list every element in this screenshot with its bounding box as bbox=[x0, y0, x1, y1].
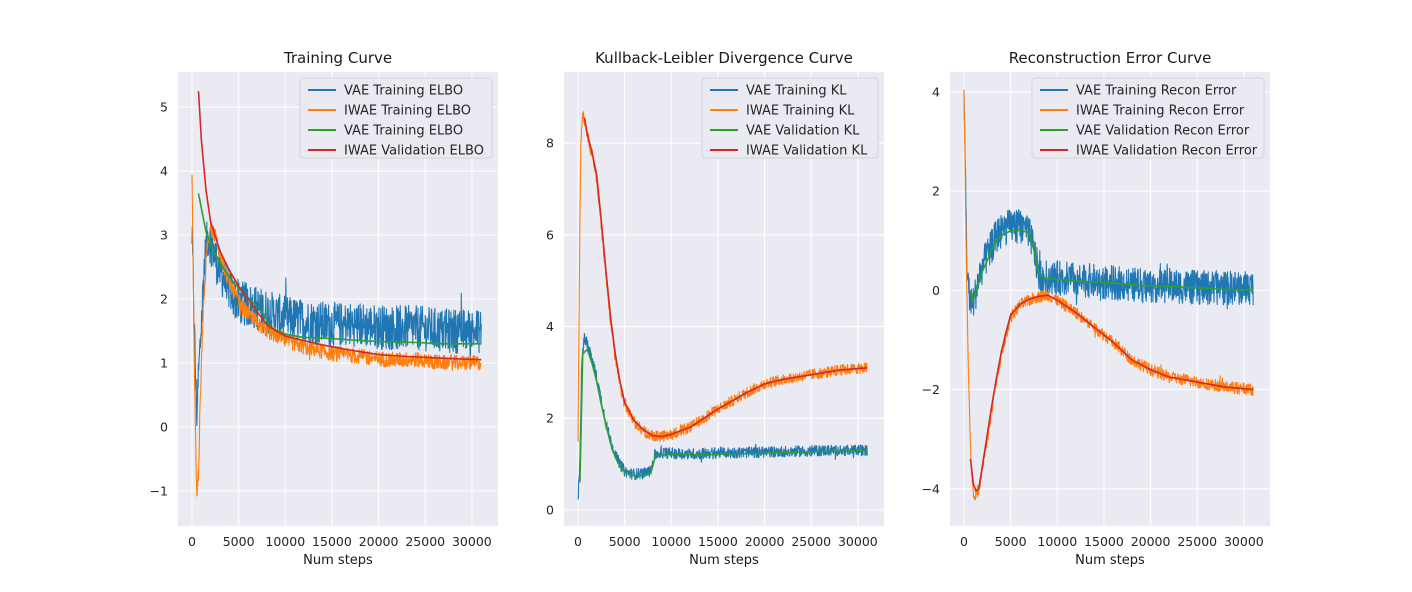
series-line-4 bbox=[583, 117, 868, 438]
y-tick-label: 2 bbox=[932, 184, 940, 199]
x-tick-label: 25000 bbox=[791, 534, 831, 549]
y-tick-label: 2 bbox=[160, 292, 168, 307]
x-tick-label: 5000 bbox=[223, 534, 255, 549]
y-tick-label: 6 bbox=[546, 227, 554, 242]
series-line-3 bbox=[969, 229, 1254, 302]
plot-area bbox=[963, 89, 1254, 501]
y-tick-label: −4 bbox=[922, 481, 940, 496]
x-tick-label: 0 bbox=[574, 534, 582, 549]
x-tick-label: 5000 bbox=[609, 534, 641, 549]
y-tick-label: 4 bbox=[932, 84, 940, 99]
x-axis-label: Num steps bbox=[1075, 553, 1145, 568]
x-tick-label: 15000 bbox=[1084, 534, 1124, 549]
legend-label: IWAE Training KL bbox=[746, 104, 855, 119]
x-tick-label: 25000 bbox=[1177, 534, 1217, 549]
y-tick-label: 5 bbox=[160, 100, 168, 115]
legend: VAE Training ELBO IWAE Training ELBO VAE T… bbox=[299, 77, 493, 159]
legend-label: VAE Training KL bbox=[746, 84, 847, 99]
plot-area bbox=[577, 111, 868, 500]
y-tick-label: −2 bbox=[922, 382, 940, 397]
legend: VAE Training KL IWAE Training KL VAE Valid… bbox=[701, 77, 879, 159]
x-tick-label: 30000 bbox=[452, 534, 492, 549]
series-line-3 bbox=[197, 193, 482, 345]
plot-area bbox=[191, 91, 482, 497]
legend-label: VAE Validation Recon Error bbox=[1076, 124, 1250, 139]
series-line-1 bbox=[963, 90, 1254, 316]
series-line-1 bbox=[191, 221, 482, 427]
chart-panel-2: 0 5000 10000 15000 20000 25000 30000 −4 −2 0 2 4 Rec… bbox=[922, 49, 1270, 568]
legend-label: VAE Training Recon Error bbox=[1076, 84, 1237, 99]
legend-label: IWAE Validation Recon Error bbox=[1076, 144, 1258, 159]
series-line-4 bbox=[197, 91, 482, 361]
y-tick-label: 3 bbox=[160, 228, 168, 243]
x-tick-label: 20000 bbox=[1131, 534, 1171, 549]
chart-title: Kullback-Leibler Divergence Curve bbox=[595, 49, 853, 67]
x-tick-label: 10000 bbox=[1037, 534, 1077, 549]
x-axis-label: Num steps bbox=[303, 553, 373, 568]
x-tick-label: 0 bbox=[188, 534, 196, 549]
y-tick-label: 4 bbox=[160, 164, 168, 179]
y-tick-label: 0 bbox=[932, 283, 940, 298]
legend-label: VAE Validation KL bbox=[746, 124, 860, 139]
y-tick-label: 0 bbox=[160, 419, 168, 434]
x-tick-label: 30000 bbox=[838, 534, 878, 549]
chart-title: Reconstruction Error Curve bbox=[1009, 49, 1212, 67]
x-tick-label: 15000 bbox=[312, 534, 352, 549]
x-tick-label: 10000 bbox=[265, 534, 305, 549]
x-tick-label: 30000 bbox=[1224, 534, 1264, 549]
x-tick-label: 5000 bbox=[995, 534, 1027, 549]
legend-frame bbox=[299, 77, 493, 159]
x-tick-label: 25000 bbox=[405, 534, 445, 549]
legend-label: IWAE Validation ELBO bbox=[344, 144, 484, 159]
y-tick-label: 8 bbox=[546, 136, 554, 151]
series-line-2 bbox=[191, 174, 482, 497]
legend-frame bbox=[1031, 77, 1265, 159]
legend-label: IWAE Training Recon Error bbox=[1076, 104, 1245, 119]
legend-label: VAE Training ELBO bbox=[344, 124, 463, 139]
x-tick-label: 20000 bbox=[359, 534, 399, 549]
series-line-4 bbox=[969, 294, 1254, 493]
y-tick-label: −1 bbox=[150, 483, 168, 498]
legend-label: VAE Training ELBO bbox=[344, 84, 463, 99]
legend-label: IWAE Validation KL bbox=[746, 144, 868, 159]
x-tick-label: 20000 bbox=[745, 534, 785, 549]
x-tick-label: 10000 bbox=[651, 534, 691, 549]
x-tick-label: 0 bbox=[960, 534, 968, 549]
y-tick-label: 4 bbox=[546, 319, 554, 334]
chart-title: Training Curve bbox=[283, 49, 392, 67]
y-tick-label: 2 bbox=[546, 411, 554, 426]
chart-panel-0: 0 5000 10000 15000 20000 25000 30000 −1 0 1 2 3 4 5 Tr… bbox=[150, 49, 498, 568]
x-axis-label: Num steps bbox=[689, 553, 759, 568]
legend: VAE Training Recon Error IWAE Training Re… bbox=[1031, 77, 1265, 159]
series-line-2 bbox=[963, 89, 1254, 501]
legend-frame bbox=[701, 77, 879, 159]
chart-panel-1: 0 5000 10000 15000 20000 25000 30000 0 2 4 6 8 Kullb… bbox=[546, 49, 884, 568]
legend-label: IWAE Training ELBO bbox=[344, 104, 471, 119]
x-tick-label: 15000 bbox=[698, 534, 738, 549]
series-line-2 bbox=[577, 111, 868, 443]
y-tick-label: 1 bbox=[160, 355, 168, 370]
series-line-3 bbox=[579, 348, 868, 483]
y-tick-label: 0 bbox=[546, 502, 554, 517]
